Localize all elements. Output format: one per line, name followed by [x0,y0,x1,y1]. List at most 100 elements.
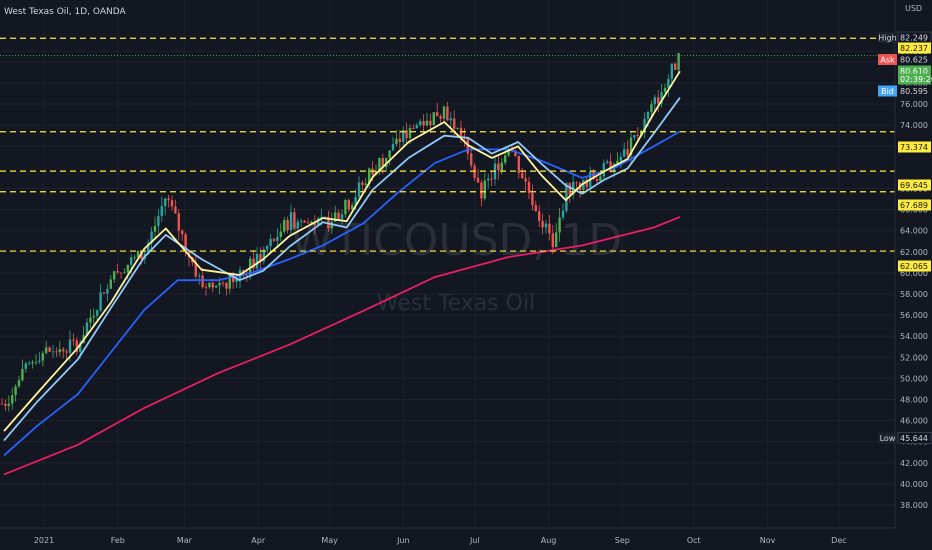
y-tick-label: 48.000 [900,395,928,404]
candle-body [408,128,412,139]
candle-body [391,144,395,151]
candle-body [395,138,398,145]
candle-body [109,279,112,289]
candle-body [575,182,578,183]
candle-body [313,221,316,226]
watermark-name: West Texas Oil [377,291,535,316]
candle-body [310,221,313,224]
candle-body [198,275,201,277]
candle-body [51,351,55,353]
candle-body [429,120,432,126]
candle-body [170,200,174,207]
candle-body [432,112,435,126]
candle-body [136,251,140,258]
price-label-value: 73.374 [900,143,928,152]
price-label-box [897,432,932,444]
candle-body [422,121,425,126]
price-label-box [898,85,931,97]
candle-body [174,206,177,214]
candle-body [133,257,136,258]
candle-body [653,97,656,105]
x-tick-label: Jul [469,536,480,545]
candle-body [41,353,44,361]
candle-body [14,386,17,396]
candle-body [167,198,170,201]
candle-body [674,63,677,70]
y-tick-label: 58.000 [900,290,928,299]
candle-body [500,162,503,171]
candle-body [602,162,605,177]
candle-body [646,112,650,119]
candle-body [106,288,109,294]
price-label-box [898,199,931,211]
candle-body [85,322,89,336]
candle-body [317,218,320,226]
candle-body [153,225,157,232]
candle-body [476,177,480,183]
candle-body [24,363,27,369]
candle-body [667,78,670,88]
price-label-value: 67.689 [900,201,928,210]
candle-body [232,274,235,282]
candle-body [75,340,78,352]
candle-body [255,253,259,269]
y-tick-label: 54.000 [900,332,928,341]
candle-body [565,183,568,211]
price-label-tag-box [878,32,897,43]
candle-body [514,151,517,157]
candle-body [517,156,520,174]
candle-body [531,193,534,206]
candle-body [164,198,167,207]
candle-body [633,135,636,138]
candle-body [490,178,493,180]
candle-body [660,91,663,104]
candle-body [279,231,282,237]
candle-body [7,403,10,406]
y-tick-label: 62.000 [900,248,928,257]
candle-body [0,403,4,405]
candle-body [269,238,272,247]
candle-body [663,87,667,92]
price-label-tag-box [878,85,897,97]
x-tick-label: Dec [831,536,846,545]
candle-body [218,282,221,286]
candle-body [130,257,133,265]
candle-body [629,137,633,156]
candle-body [402,130,405,142]
x-tick-label: Aug [541,536,557,545]
candle-body [504,155,507,163]
candle-body [558,217,561,233]
candle-body [378,158,381,172]
candle-body [347,199,350,210]
grid [0,0,895,528]
candle-body [92,315,95,318]
candle-body [599,176,602,181]
price-label-box [898,260,931,272]
moving-average-line [3,216,681,476]
candle-body [157,216,160,226]
candle-body [544,223,548,228]
candle-body [470,153,473,166]
candle-body [442,106,446,119]
candle-body [262,249,265,262]
candle-body [541,220,544,228]
y-tick-label: 42.000 [900,459,928,468]
candle-body [252,258,255,269]
candle-body [228,274,231,289]
candle-body [272,238,276,241]
candle-body [609,161,612,173]
x-tick-label: 2021 [34,536,54,545]
candle-body [99,292,102,311]
candle-body [551,233,554,248]
price-label-value: 80.595 [900,87,928,96]
horizontal-levels[interactable] [0,37,895,252]
candle-body [62,349,65,352]
candle-body [79,343,82,352]
candle-body [245,275,248,277]
candle-body [626,149,629,156]
candle-body [636,135,639,137]
time-axis[interactable]: 2021 Feb Mar Apr May Jun Jul Aug Sep Oct Nov Dec [34,536,847,545]
candle-body [453,118,456,129]
candle-body [436,112,439,117]
